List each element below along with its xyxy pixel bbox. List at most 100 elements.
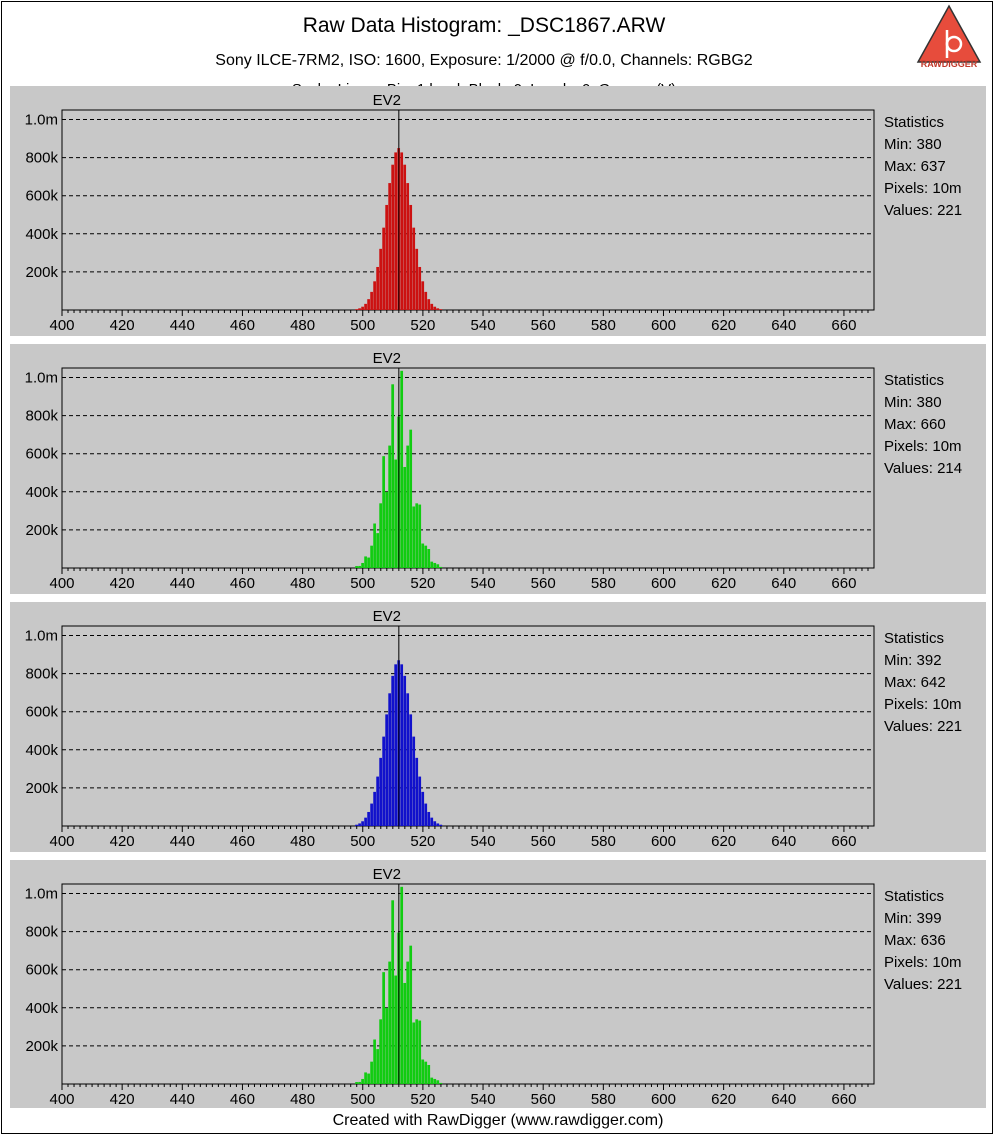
histogram-bar [436,1080,440,1084]
histogram-bar [415,1019,419,1084]
statistics-pixels: Pixels: 10m [884,438,962,455]
histogram-bar [415,248,419,310]
ev-marker-label: EV2 [373,608,401,625]
histogram-panel-red: 200k 400k 600k 800k 1.0m EV2 400 420 440 460 480 50… [10,86,986,336]
x-tick-label: 600 [651,317,676,334]
histogram-bar [421,791,425,826]
histogram-bar [439,566,443,568]
x-tick-label: 400 [49,1091,74,1108]
statistics-max: Max: 642 [884,674,946,691]
histogram-bar [436,308,440,310]
statistics-label: Statistics [884,630,945,647]
histogram-bar [355,1082,358,1084]
y-tick-label: 400k [25,742,58,759]
x-tick-label: 520 [410,1091,435,1108]
histogram-bar [367,557,370,568]
histogram-bar [439,1082,443,1084]
x-tick-label: 400 [49,317,74,334]
histogram-bar [418,1020,422,1084]
x-tick-label: 620 [711,575,736,592]
histogram-bar [424,1061,428,1084]
histogram-bar [376,776,379,826]
histogram-bar [382,227,385,310]
histogram-bar [379,1019,382,1084]
histogram-bar [430,1077,434,1084]
histogram-bar [439,309,443,310]
statistics-label: Statistics [884,888,945,905]
histogram-chart-red: 200k 400k 600k 800k 1.0m EV2 400 420 440 460 480 50… [25,92,875,334]
x-tick-label: 520 [410,833,435,850]
histogram-panel-green: 200k 400k 600k 800k 1.0m EV2 400 420 440 460 480 50… [10,344,986,594]
histogram-bar [412,736,416,826]
histogram-bar [373,281,376,310]
plot-area [61,625,875,827]
histogram-bar [433,821,437,826]
y-tick-label: 1.0m [25,628,58,645]
x-tick-label: 400 [49,833,74,850]
histogram-bar [379,248,382,310]
x-tick-label: 440 [170,317,195,334]
x-tick-label: 500 [350,1091,375,1108]
x-tick-label: 600 [651,1091,676,1108]
histogram-bar [406,693,410,826]
y-tick-label: 400k [25,484,58,501]
x-tick-label: 460 [230,1091,255,1108]
histogram-bar [361,562,364,568]
x-tick-label: 480 [290,1091,315,1108]
histogram-bar [358,1081,361,1084]
histogram-bar [391,675,395,826]
statistics-box-green2: Statistics Min: 399 Max: 636 Pixels: 10m… [884,886,962,996]
x-tick-label: 600 [651,575,676,592]
histogram-bar [421,543,425,568]
y-tick-label: 1.0m [25,370,58,387]
histogram-bar [355,566,358,568]
histogram-bar [421,1059,425,1084]
histogram-bar [427,548,431,568]
statistics-max: Max: 637 [884,158,946,175]
histogram-bar [400,152,404,310]
x-tick-label: 620 [711,1091,736,1108]
statistics-box-green: Statistics Min: 380 Max: 660 Pixels: 10m… [884,370,962,480]
histogram-bar [355,309,358,310]
histogram-bar [412,506,416,568]
statistics-max: Max: 636 [884,932,946,949]
statistics-min: Min: 380 [884,136,942,153]
histogram-bar [364,303,367,310]
histogram-bar [376,266,379,310]
histogram-bar [394,975,398,1084]
histogram-bar [433,1078,437,1084]
ev-marker-label: EV2 [373,350,401,367]
x-tick-label: 500 [350,833,375,850]
x-tick-label: 520 [410,317,435,334]
histogram-bar [361,306,364,310]
histogram-bar [409,945,413,1084]
x-tick-label: 460 [230,833,255,850]
x-tick-label: 640 [771,1091,796,1108]
histogram-bar [388,961,392,1084]
histogram-bar [424,803,428,826]
histogram-bar [376,1049,379,1084]
histogram-bar [373,791,376,826]
histogram-bar [424,545,428,568]
y-tick-label: 400k [25,226,58,243]
histogram-bar [409,714,413,826]
histogram-bar [418,266,422,310]
histogram-bar [373,1039,376,1084]
histogram-bar [385,714,389,826]
x-tick-label: 620 [711,317,736,334]
histogram-bar [370,545,373,568]
x-tick-label: 640 [771,575,796,592]
histogram-bar [385,204,389,310]
histogram-bar [409,429,413,568]
x-tick-label: 540 [471,833,496,850]
x-tick-label: 480 [290,575,315,592]
histogram-chart-green2: 200k 400k 600k 800k 1.0m EV2 400 420 440 460 480 50… [25,866,875,1108]
x-tick-label: 560 [531,575,556,592]
statistics-label: Statistics [884,372,945,389]
histogram-bar [382,736,385,826]
y-tick-label: 200k [25,780,58,797]
plot-area [61,883,875,1085]
histogram-bar [406,961,410,1084]
x-tick-label: 580 [591,1091,616,1108]
